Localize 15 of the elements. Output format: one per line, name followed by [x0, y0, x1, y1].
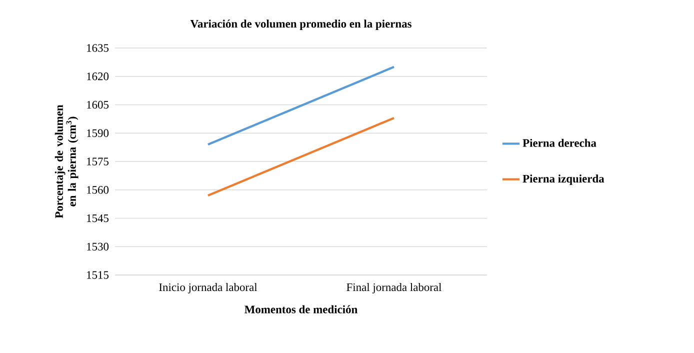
x-tick-label: Final jornada laboral: [346, 283, 442, 294]
y-tick-label: 1605: [87, 100, 109, 109]
y-tick-label: 1575: [87, 158, 109, 166]
y-tick-label: 1530: [87, 242, 109, 250]
legend-label: Pierna izquierda: [522, 174, 604, 185]
legend-label: Pierna derecha: [522, 138, 596, 147]
y-tick-label: 1515: [87, 271, 109, 279]
chart-title: Variación de volumen promedio en la piernas: [190, 20, 412, 30]
y-tick-label: 1590: [87, 129, 109, 137]
y-tick-label: 1560: [87, 186, 109, 194]
y-tick-label: 1620: [87, 72, 109, 80]
x-tick-label: Inicio jornada laboral: [159, 283, 258, 294]
y-tick-label: 1635: [87, 44, 109, 52]
y-tick-label: 1545: [87, 214, 109, 222]
x-axis-title: Momentos de medición: [244, 305, 358, 314]
